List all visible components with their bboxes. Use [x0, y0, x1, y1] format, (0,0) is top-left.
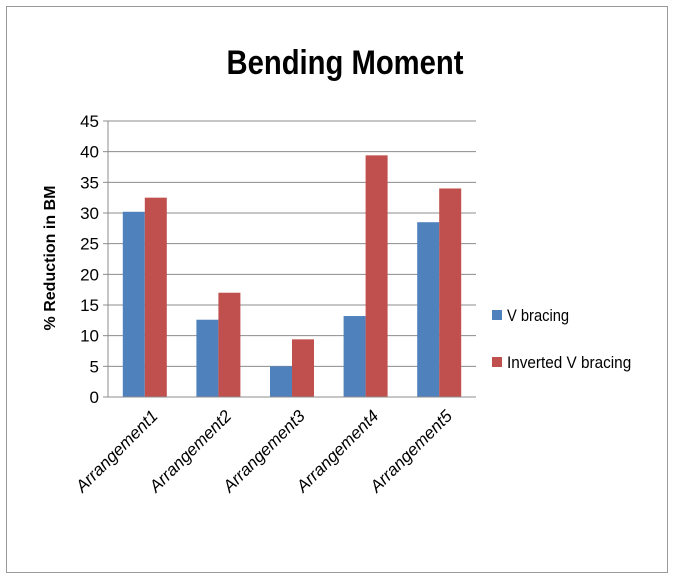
bar-inverted-v-bracing	[365, 155, 388, 397]
bar-inverted-v-bracing	[218, 292, 241, 397]
bar-inverted-v-bracing	[144, 197, 167, 397]
y-tick-labels: 0 5 10 15 20 25 30 35 40 45	[80, 112, 99, 407]
axes	[107, 121, 476, 398]
x-tick-labels: Arrangement1Arrangement2Arrangement3Arra…	[71, 406, 456, 497]
y-tick-label: 25	[80, 235, 99, 254]
y-tick-label: 10	[80, 327, 99, 346]
y-tick-label: 40	[80, 143, 99, 162]
y-tick-label: 35	[80, 173, 99, 192]
bar-v-bracing	[417, 222, 440, 397]
bars	[122, 155, 462, 397]
bar-inverted-v-bracing	[292, 339, 314, 397]
y-tick-label: 15	[80, 296, 99, 315]
bar-v-bracing	[196, 319, 219, 397]
chart-title: Bending Moment	[227, 43, 464, 82]
legend: V bracing Inverted V bracing	[492, 306, 631, 372]
y-axis-label: % Reduction in BM	[42, 186, 59, 331]
bar-v-bracing	[343, 316, 366, 397]
bar-v-bracing	[270, 366, 292, 397]
y-tick-label: 5	[90, 357, 99, 376]
legend-label: Inverted V bracing	[507, 353, 631, 372]
gridlines	[103, 120, 476, 398]
y-tick-label: 30	[80, 204, 99, 223]
bar-v-bracing	[122, 211, 145, 397]
bar-inverted-v-bracing	[439, 188, 462, 397]
chart-frame	[6, 6, 668, 573]
y-tick-label: 45	[80, 112, 99, 131]
legend-swatch	[492, 357, 502, 367]
y-tick-label: 20	[80, 265, 99, 284]
legend-label: V bracing	[507, 306, 569, 325]
y-tick-label: 0	[90, 388, 99, 407]
legend-swatch	[492, 310, 502, 320]
